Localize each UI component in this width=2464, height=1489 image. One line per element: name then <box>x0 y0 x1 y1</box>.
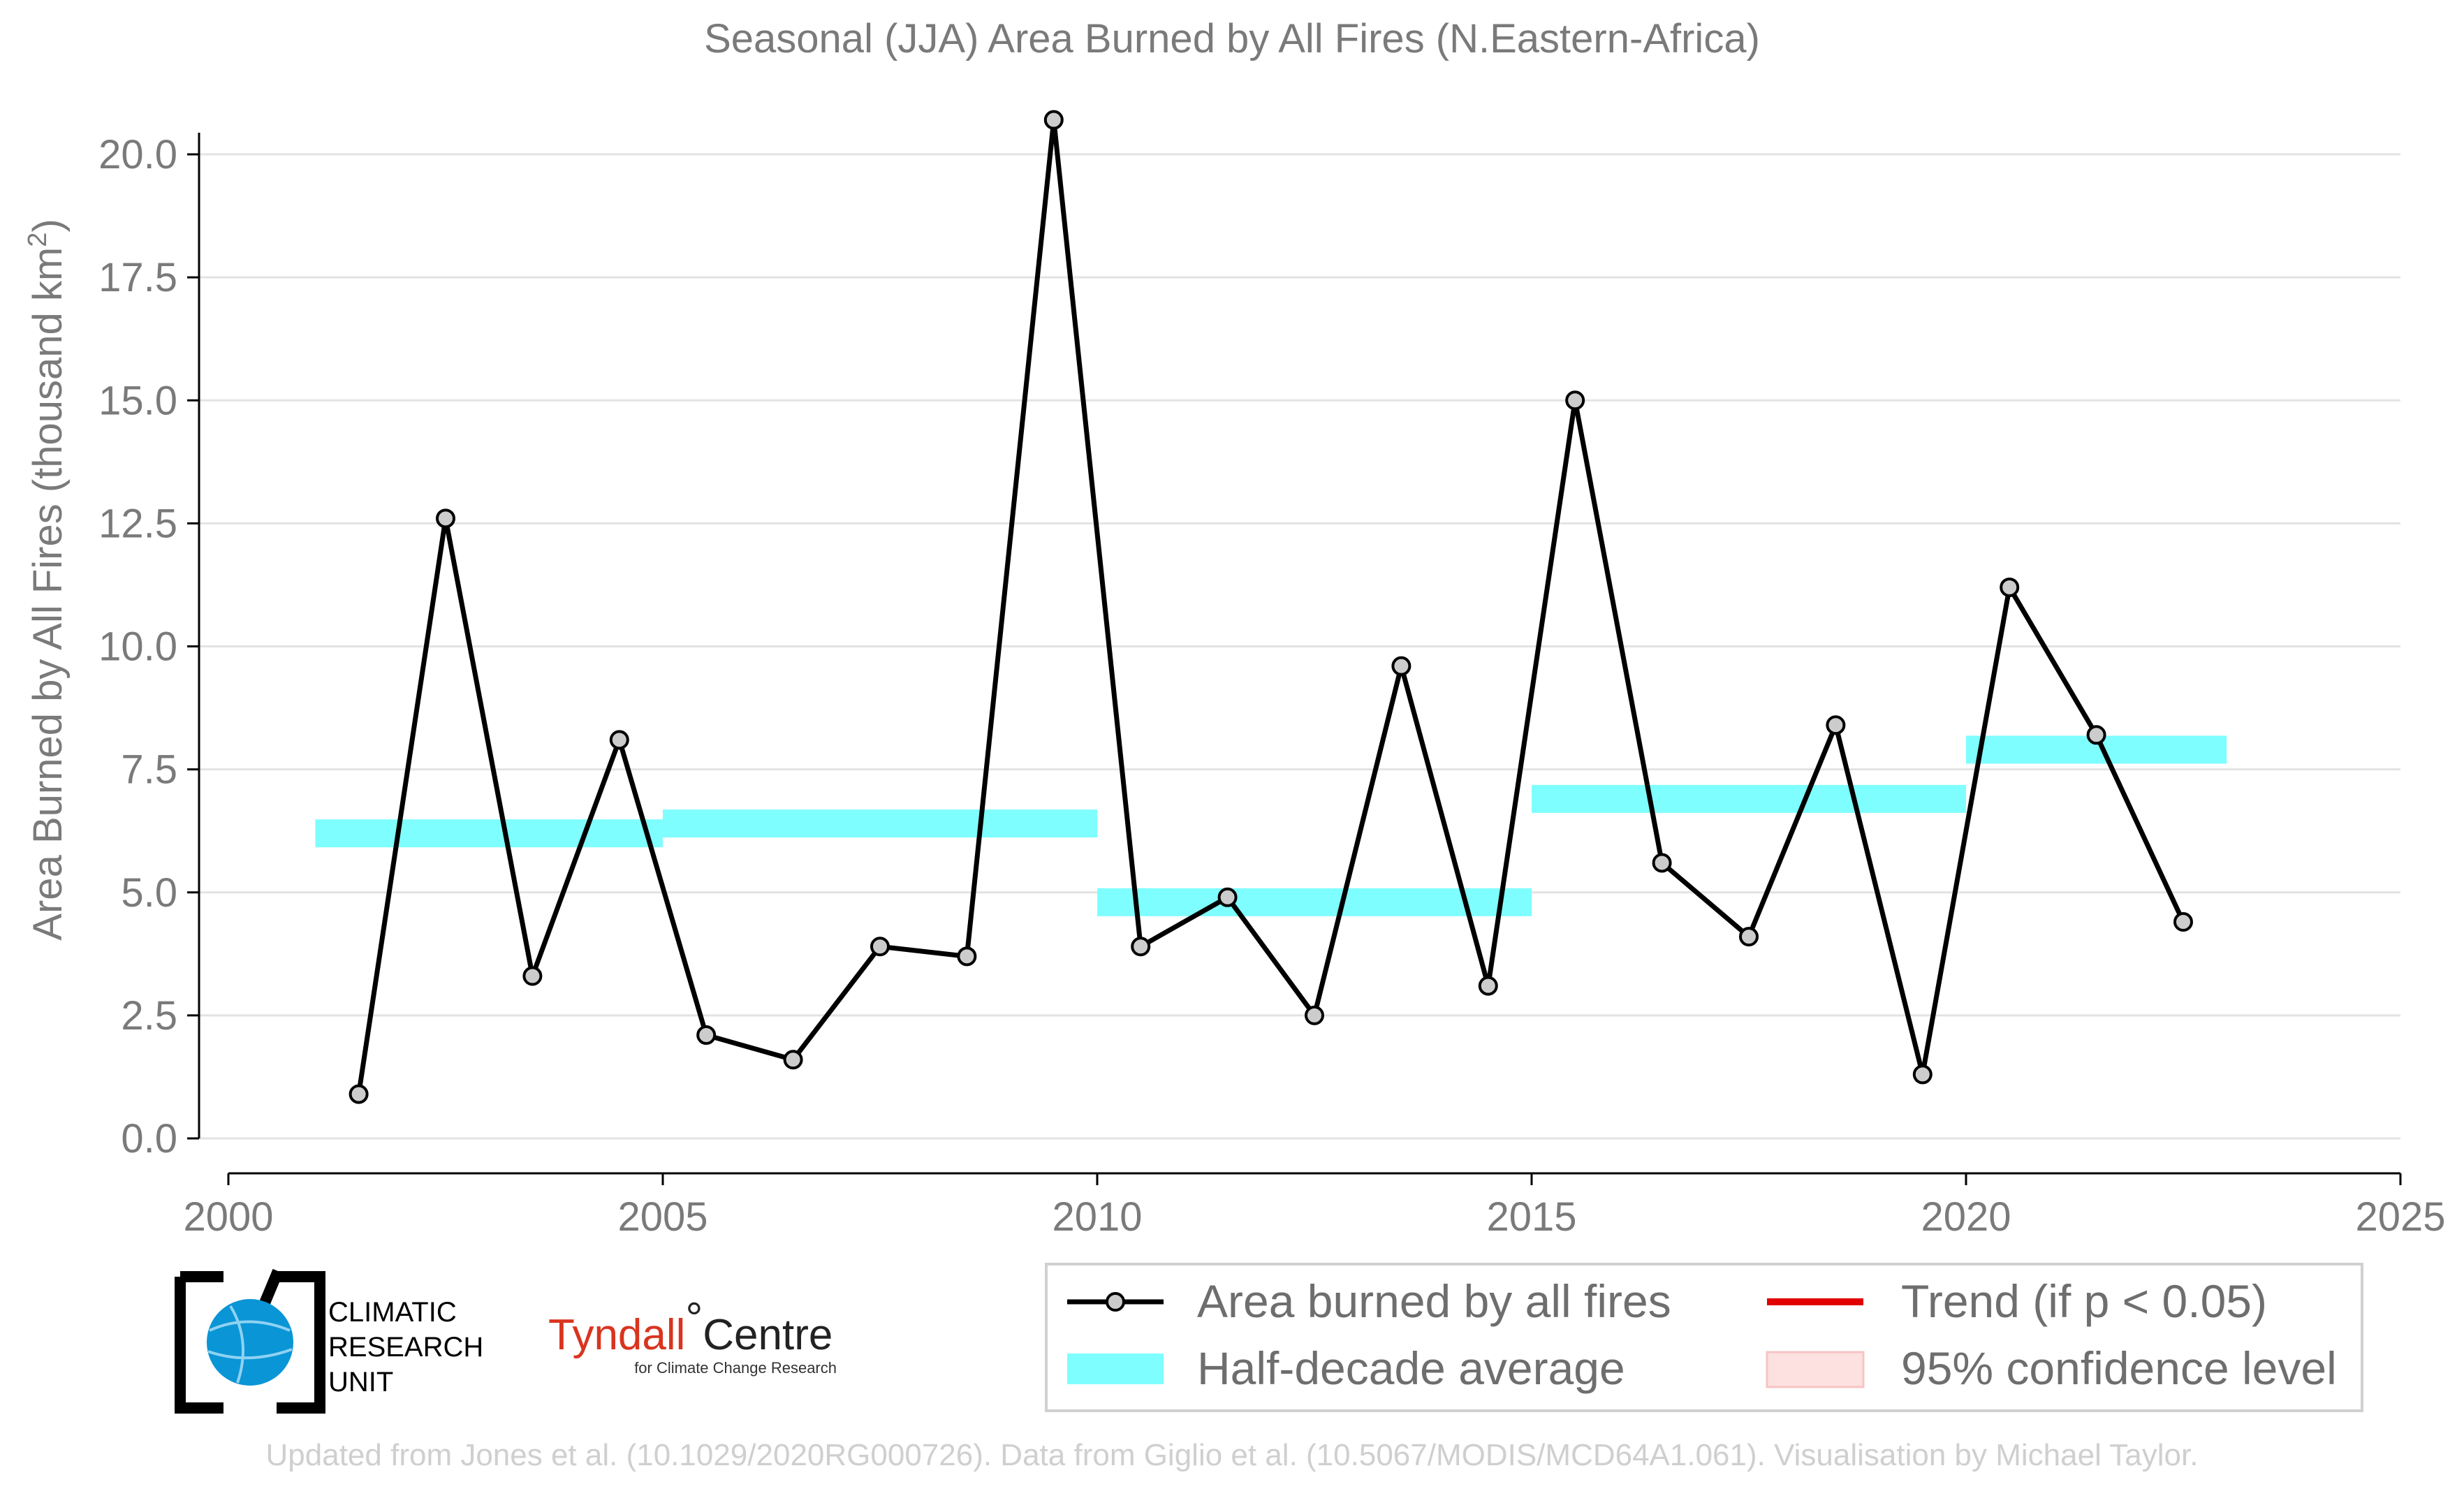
cru-logo-line3: UNIT <box>328 1367 393 1398</box>
data-point <box>1912 1064 1933 1085</box>
tyndall-logo: Tyndall°Centre for Climate Change Resear… <box>548 1294 837 1377</box>
x-tick-label: 2020 <box>1921 1194 2011 1240</box>
y-tick-label: 15.0 <box>98 378 177 423</box>
data-point <box>1652 853 1672 873</box>
data-point <box>1391 656 1411 676</box>
data-point <box>1565 390 1585 411</box>
legend-entry-trend: Trend (if p < 0.05) <box>1767 1275 2267 1327</box>
cru-logo-line1: CLIMATIC <box>328 1297 457 1328</box>
data-point <box>1305 1005 1324 1025</box>
legend-entry-area-burned: Area burned by all fires <box>1067 1275 1671 1327</box>
data-point <box>957 946 977 967</box>
svg-text:Tyndall°Centre: Tyndall°Centre <box>548 1294 833 1359</box>
data-point <box>1217 887 1238 907</box>
gridlines <box>199 153 2400 1140</box>
y-tick-label: 7.5 <box>121 747 177 793</box>
chart-title: Seasonal (JJA) Area Burned by All Fires … <box>704 16 1760 61</box>
cru-logo-line2: RESEARCH <box>328 1332 483 1363</box>
data-point <box>609 730 629 750</box>
data-point <box>2086 725 2106 745</box>
credit-line: Updated from Jones et al. (10.1029/2020R… <box>266 1438 2199 1472</box>
cru-logo: CLIMATIC RESEARCH UNIT <box>175 1268 483 1414</box>
globe-icon <box>207 1299 293 1386</box>
legend-label-confidence: 95% confidence level <box>1901 1342 2337 1394</box>
half-decade-average-band <box>1532 784 1966 813</box>
data-point <box>1478 976 1498 996</box>
data-point <box>436 508 455 529</box>
legend-entry-confidence: 95% confidence level <box>1766 1342 2337 1394</box>
data-point <box>870 937 890 957</box>
x-tick-label: 2015 <box>1486 1194 1576 1240</box>
y-tick-label: 12.5 <box>98 501 177 546</box>
tyndall-subtitle: for Climate Change Research <box>634 1359 837 1377</box>
y-tick-label: 5.0 <box>121 870 177 916</box>
y-tick-label: 0.0 <box>121 1116 177 1161</box>
y-axis: 0.0 2.5 5.0 7.5 10.0 12.5 15.0 17.5 20.0 <box>98 132 200 1161</box>
series-line <box>356 117 2186 1095</box>
x-tick-label: 2000 <box>183 1194 273 1240</box>
data-point <box>1739 927 1759 947</box>
data-point <box>349 1084 369 1104</box>
legend-label-half-decade: Half-decade average <box>1197 1342 1625 1394</box>
data-point <box>522 966 543 986</box>
x-tick-label: 2005 <box>617 1194 707 1240</box>
legend-entry-half-decade: Half-decade average <box>1067 1342 1625 1394</box>
y-tick-label: 10.0 <box>98 624 177 670</box>
half-decade-average-band <box>315 819 663 848</box>
half-decade-average-bands <box>315 735 2227 916</box>
series-area-burned <box>349 110 2193 1104</box>
data-point <box>783 1050 803 1070</box>
legend-label-trend: Trend (if p < 0.05) <box>1901 1275 2267 1327</box>
half-decade-average-band <box>663 809 1097 838</box>
data-point <box>1043 110 1064 130</box>
y-axis-label: Area Burned by All Fires (thousand km2) <box>23 219 71 940</box>
y-tick-label: 20.0 <box>98 132 177 177</box>
data-point <box>1131 937 1151 957</box>
data-point <box>2000 577 2020 597</box>
legend: Area burned by all fires Trend (if p < 0… <box>1045 1263 2363 1412</box>
half-decade-average-band <box>1097 888 1532 916</box>
data-point <box>696 1025 717 1046</box>
data-point <box>1826 715 1846 735</box>
legend-label-area-burned: Area burned by all fires <box>1197 1275 1671 1327</box>
x-axis: 2000 2005 2010 2015 2020 2025 <box>183 1172 2446 1240</box>
legend-frame <box>1045 1263 2363 1412</box>
data-point <box>2173 912 2193 932</box>
x-tick-label: 2010 <box>1052 1194 1142 1240</box>
x-tick-label: 2025 <box>2355 1194 2445 1240</box>
y-tick-label: 2.5 <box>121 993 177 1039</box>
y-tick-label: 17.5 <box>98 255 177 300</box>
